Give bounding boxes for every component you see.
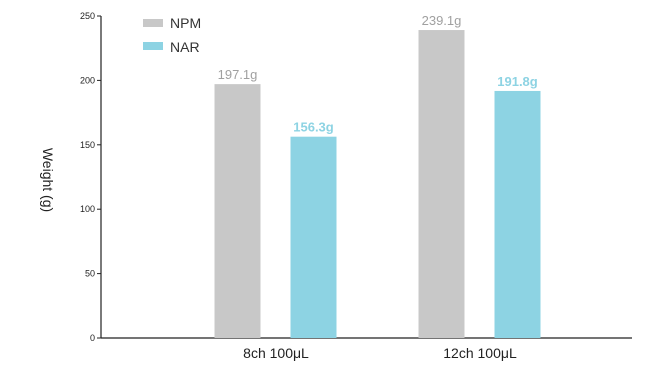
data-label-npm-0: 197.1g bbox=[218, 67, 258, 82]
legend-label-nar: NAR bbox=[170, 39, 200, 55]
data-label-nar-0: 156.3g bbox=[293, 120, 334, 135]
x-tick-label: 12ch 100μL bbox=[443, 345, 517, 361]
data-label-nar-1: 191.8g bbox=[497, 74, 538, 89]
y-tick-label: 150 bbox=[80, 140, 95, 150]
bar-npm-0 bbox=[214, 84, 261, 339]
bar-npm-1 bbox=[418, 30, 465, 339]
legend-swatch-nar bbox=[143, 42, 163, 50]
data-label-npm-1: 239.1g bbox=[422, 13, 462, 28]
legend-swatch-npm bbox=[143, 19, 163, 27]
y-tick-label: 50 bbox=[85, 269, 95, 279]
axes: 0 50 100 150 200 250 8ch 100μL 12ch 100μL bbox=[80, 11, 632, 361]
y-tick-label: 200 bbox=[80, 75, 95, 85]
bar-nar-1 bbox=[494, 90, 541, 338]
y-tick-label: 0 bbox=[90, 333, 95, 343]
bar-nar-0 bbox=[290, 136, 337, 338]
y-tick-label: 250 bbox=[80, 11, 95, 21]
bars: 197.1g 156.3g 239.1g 191.8g bbox=[214, 13, 541, 339]
legend-label-npm: NPM bbox=[170, 15, 201, 31]
y-tick-label: 100 bbox=[80, 204, 95, 214]
x-tick-label: 8ch 100μL bbox=[243, 345, 309, 361]
legend: NPM NAR bbox=[143, 15, 201, 55]
y-axis-label: Weight (g) bbox=[40, 148, 56, 212]
